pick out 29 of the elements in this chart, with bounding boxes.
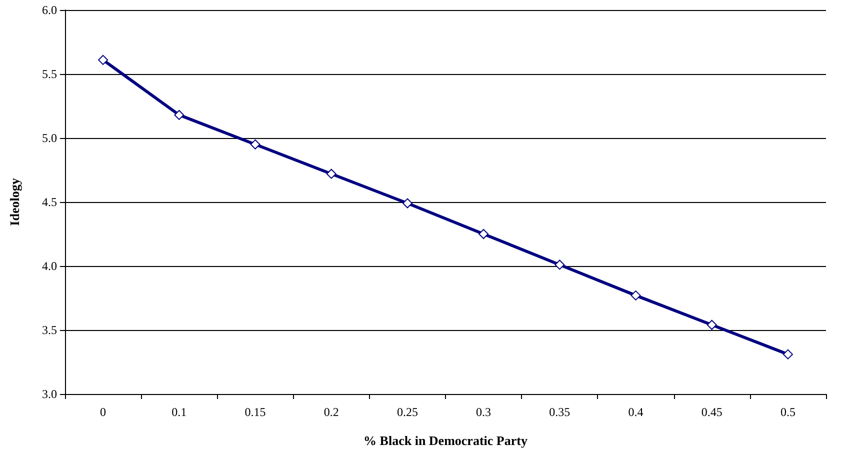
point bbox=[326, 168, 336, 179]
x-tick-label: 0.35 bbox=[549, 405, 570, 419]
x-tick-label: 0.1 bbox=[172, 405, 187, 419]
point bbox=[478, 229, 489, 239]
x-axis-title: % Black in Democratic Party bbox=[364, 433, 528, 448]
y-tick-label: 6.0 bbox=[42, 3, 57, 17]
y-axis-title: Ideology bbox=[7, 178, 22, 226]
point bbox=[782, 349, 793, 360]
y-tick-label: 4.5 bbox=[42, 195, 57, 209]
y-tick-label: 3.0 bbox=[42, 387, 57, 401]
x-tick-label: 0.2 bbox=[324, 405, 339, 419]
point bbox=[630, 290, 641, 300]
x-tick-label: 0.25 bbox=[396, 405, 418, 419]
x-tick-label: 0.3 bbox=[476, 405, 492, 419]
y-tick-label: 4.0 bbox=[42, 259, 57, 273]
point bbox=[554, 260, 565, 270]
x-tick-label: 0.15 bbox=[244, 405, 266, 419]
x-tick-label: 0.5 bbox=[780, 405, 796, 419]
y-tick-label: 5.5 bbox=[42, 67, 57, 81]
y-tick-label: 3.5 bbox=[42, 323, 57, 337]
point bbox=[706, 320, 717, 330]
point bbox=[250, 139, 260, 150]
point bbox=[98, 54, 108, 65]
point bbox=[174, 110, 184, 120]
x-tick-label: 0 bbox=[100, 405, 106, 419]
y-tick-label: 5.0 bbox=[42, 131, 57, 145]
x-tick-label: 0.45 bbox=[701, 405, 722, 419]
x-tick-label: 0.4 bbox=[628, 405, 644, 419]
point bbox=[402, 198, 412, 208]
